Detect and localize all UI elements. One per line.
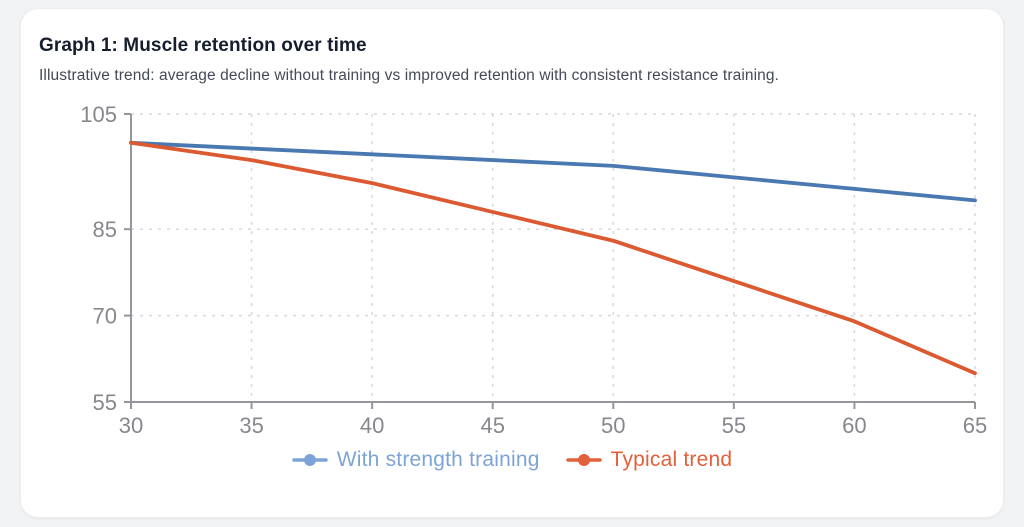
x-tick-label: 35 <box>239 413 263 436</box>
y-tick-label: 70 <box>93 304 117 329</box>
legend-label-with-strength-training: With strength training <box>336 448 540 471</box>
legend-item-typical-trend[interactable]: Typical trend <box>565 448 733 472</box>
chart-title: Graph 1: Muscle retention over time <box>39 35 367 56</box>
y-tick-label: 55 <box>93 390 117 415</box>
chart-subtitle: Illustrative trend: average decline with… <box>39 67 779 84</box>
x-tick-label: 65 <box>963 413 987 436</box>
series-line-0 <box>129 140 977 203</box>
legend-item-with-strength-training[interactable]: With strength training <box>292 448 540 472</box>
x-tick-label: 55 <box>722 413 746 436</box>
chart-legend: With strength training Typical trend <box>39 448 985 472</box>
line-point-marker-icon <box>565 454 602 466</box>
line-chart: 55 70 85 105 30 35 40 45 50 55 60 65 <box>80 102 987 436</box>
x-tick-label: 40 <box>360 413 384 436</box>
line-point-marker-icon <box>292 454 328 466</box>
x-tick-label: 60 <box>842 413 866 436</box>
series-line-1 <box>129 140 977 376</box>
x-tick-label: 50 <box>601 413 625 436</box>
y-tick-label: 105 <box>80 102 117 127</box>
y-tick-label: 85 <box>93 217 117 242</box>
x-tick-label: 45 <box>480 413 504 436</box>
legend-label-typical-trend: Typical trend <box>610 448 733 471</box>
chart-card: Graph 1: Muscle retention over time Illu… <box>20 8 1004 518</box>
x-tick-label: 30 <box>119 413 143 436</box>
